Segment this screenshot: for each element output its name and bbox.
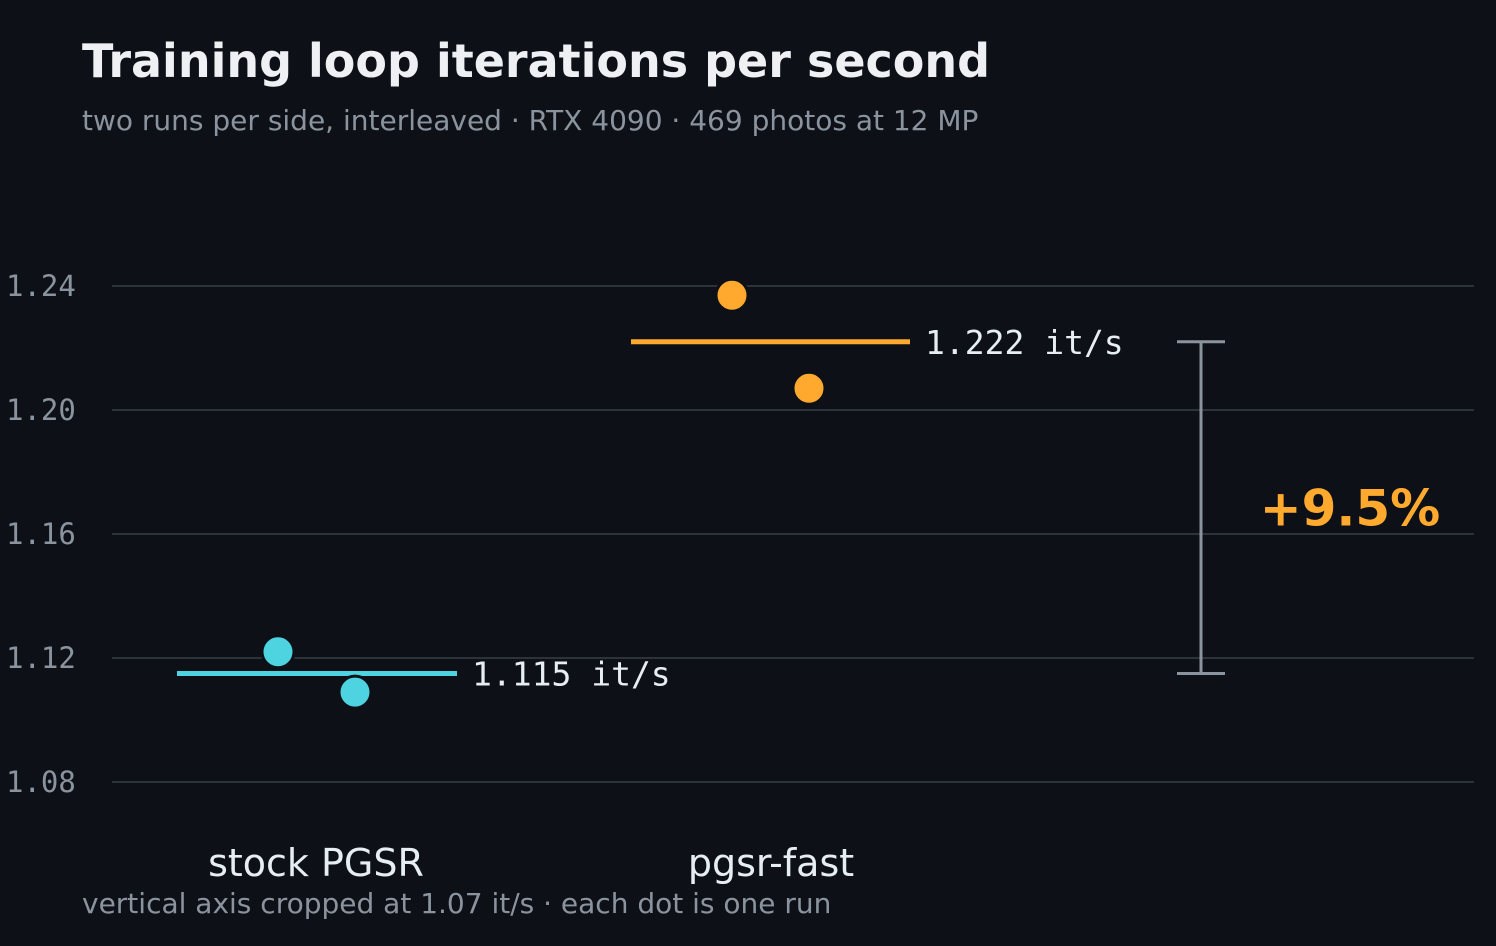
x-axis-categories: stock PGSR pgsr-fast	[208, 841, 854, 885]
category-label: stock PGSR	[208, 841, 424, 885]
series-layer: 1.115 it/s 1.222 it/s	[177, 277, 1124, 710]
grid-layer	[112, 285, 1474, 783]
run-dot	[260, 634, 296, 670]
y-tick-label: 1.16	[6, 517, 76, 551]
chart-title: Training loop iterations per second	[82, 34, 991, 88]
y-tick-label: 1.24	[6, 269, 76, 303]
y-tick-label: 1.12	[6, 641, 76, 675]
run-dot	[714, 277, 750, 313]
y-axis-ticks: 1.08 1.12 1.16 1.20 1.24	[6, 269, 76, 799]
delta-annotation: +9.5%	[1177, 340, 1441, 675]
mean-label: 1.115 it/s	[472, 655, 671, 694]
delta-label: +9.5%	[1260, 480, 1441, 538]
run-dot	[791, 370, 827, 406]
mean-label: 1.222 it/s	[925, 323, 1124, 362]
run-dot	[337, 674, 373, 710]
chart-subtitle: two runs per side, interleaved · RTX 409…	[82, 104, 979, 137]
footnote: vertical axis cropped at 1.07 it/s · eac…	[82, 887, 832, 920]
category-label: pgsr-fast	[688, 841, 854, 885]
y-tick-label: 1.08	[6, 765, 76, 799]
y-tick-label: 1.20	[6, 393, 76, 427]
